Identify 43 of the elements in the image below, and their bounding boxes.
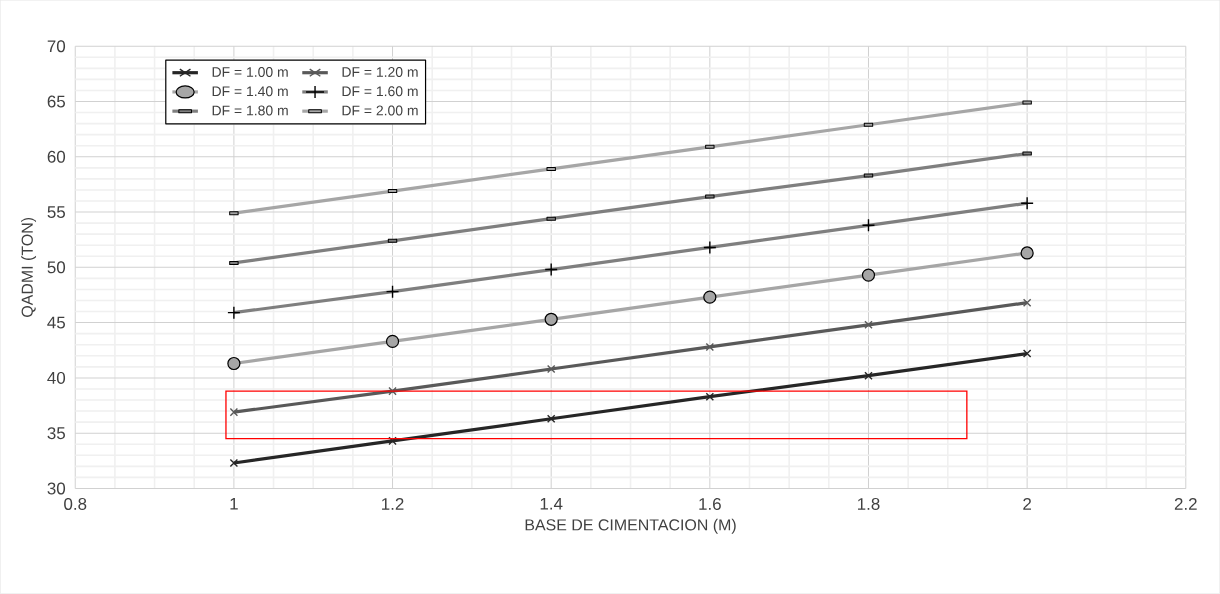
legend-label: DF = 1.40 m [212,86,288,97]
point [227,357,241,371]
point [546,364,556,374]
point [864,320,873,330]
legend-label: DF = 1.80 m [212,105,288,116]
legend-label: DF = 1.20 m [342,67,418,78]
point [705,392,715,402]
point [705,342,715,352]
point [1022,349,1032,358]
point [861,268,876,282]
y-tick-label: 60 [47,150,66,163]
point [703,290,717,304]
point [388,387,397,396]
y-tick-label: 55 [47,206,65,219]
y-tick-label: 30 [47,482,66,495]
x-tick-label: 1.4 [540,498,563,510]
legend-label: DF = 2.00 m [342,105,418,116]
x-tick-label: 1.8 [858,498,880,511]
x-tick-label: 2.2 [1174,498,1197,510]
x-tick-label: 2 [1023,498,1031,510]
point [864,371,873,381]
y-tick-label: 70 [47,40,66,53]
x-tick-label: 1 [230,498,238,510]
x-axis-title: BASE DE CIMENTACION (M) [525,518,736,534]
y-tick-label: 45 [47,316,65,329]
y-tick-label: 65 [47,95,65,108]
legend-label: DF = 1.00 m [212,67,288,78]
point [1022,298,1032,308]
x-tick-label: 1.6 [699,498,721,511]
y-tick-label: 40 [47,372,66,385]
point [388,436,397,446]
point [1020,246,1034,260]
y-tick-label: 35 [47,427,65,440]
point [546,414,556,424]
point [385,334,400,349]
point [229,408,239,417]
legend-label: DF = 1.60 m [342,86,418,97]
y-tick-label: 50 [47,261,66,274]
x-tick-label: 1.2 [382,498,404,510]
point [229,458,239,468]
point [544,312,558,327]
y-axis-title: QADMI (TON) [21,218,37,318]
x-tick-label: 0.8 [64,498,87,511]
